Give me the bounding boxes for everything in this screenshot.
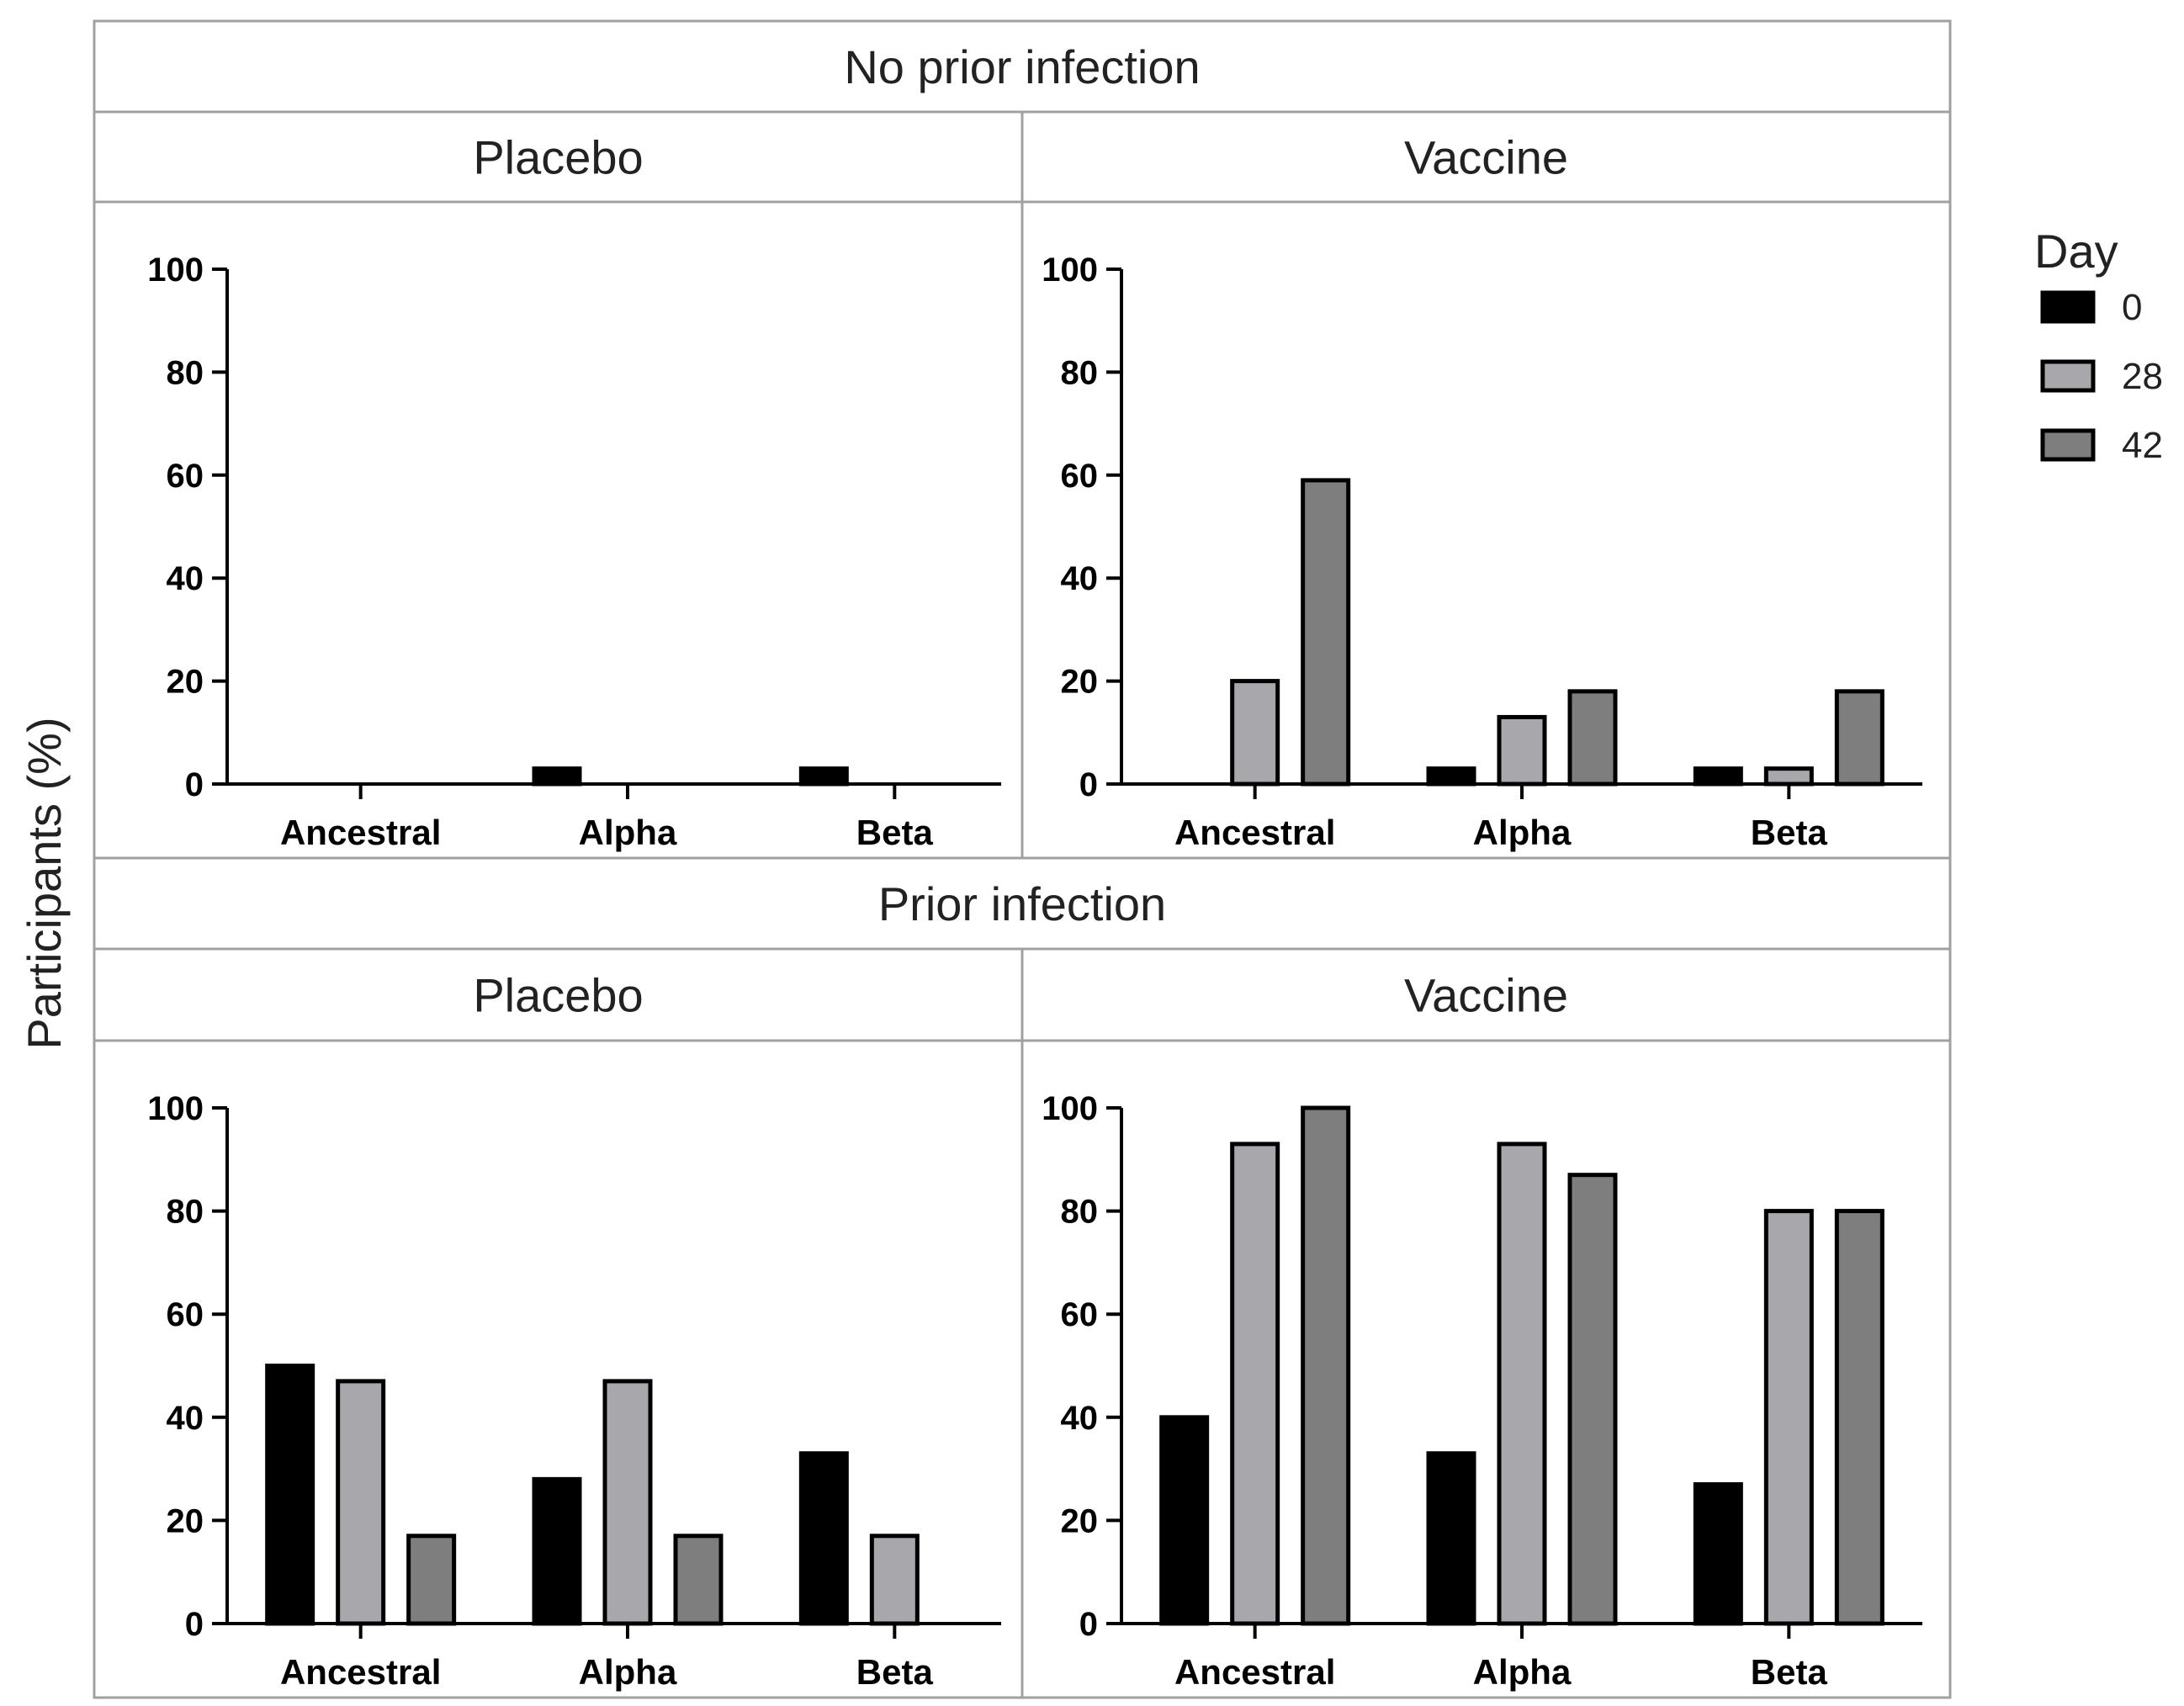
- x-tick-label-alpha: Alpha: [1473, 1652, 1572, 1692]
- x-tick-label-ancestral: Ancestral: [280, 1652, 441, 1692]
- y-tick-label: 0: [1079, 766, 1098, 803]
- bar-alpha-day-42: [1567, 1173, 1618, 1626]
- y-tick-label: 20: [1061, 1502, 1099, 1539]
- legend-label-day-42: 42: [2122, 425, 2163, 466]
- row-strip: [93, 856, 1952, 951]
- legend-title: Day: [2034, 225, 2118, 278]
- bar-alpha-day-42: [1567, 689, 1618, 787]
- bar-beta-day-42: [1834, 1209, 1884, 1626]
- bar-beta-day-28: [869, 1534, 920, 1626]
- bar-alpha-day-0: [532, 1476, 582, 1626]
- panel-strip: [1020, 110, 1952, 204]
- y-tick-label: 100: [1042, 252, 1098, 289]
- x-tick-label-beta: Beta: [1751, 1652, 1828, 1692]
- plot-frame: [1020, 200, 1952, 860]
- y-tick-label: 60: [1061, 1296, 1099, 1333]
- panel-prior-infection-placebo: Placebo 0 20 40 60 80 100 Ancestral Alpha Beta: [93, 947, 1024, 1699]
- bar-beta-day-28: [1763, 766, 1814, 787]
- bar-alpha-day-0: [1426, 766, 1476, 787]
- panel-no-prior-infection-placebo: Placebo 0 20 40 60 80 100 Ancestral Alpha Beta: [93, 110, 1024, 860]
- bar-beta-day-28: [1763, 1209, 1814, 1626]
- y-tick-label: 60: [1061, 458, 1099, 495]
- panel-strip-label: Vaccine: [1404, 969, 1568, 1022]
- bar-alpha-day-28: [1497, 1142, 1547, 1626]
- panel-strip-label: Placebo: [473, 969, 643, 1022]
- y-tick-label: 0: [185, 1606, 204, 1643]
- legend-swatch-day-42: [2040, 428, 2096, 462]
- x-tick-label-ancestral: Ancestral: [1174, 1652, 1335, 1692]
- panel-strip-label: Placebo: [473, 131, 643, 184]
- x-tick-label-beta: Beta: [1751, 813, 1828, 852]
- bar-beta-day-0: [1693, 1481, 1743, 1626]
- panel-strip-label: Vaccine: [1404, 131, 1568, 184]
- bar-beta-day-0: [1693, 766, 1743, 787]
- bar-ancestral-day-0: [1159, 1415, 1210, 1626]
- y-tick-label: 40: [1061, 1400, 1099, 1437]
- facet-row-prior-infection: Prior infection Placebo 0 20 40 60 80 100 Ancest…: [93, 856, 1952, 1699]
- bar-alpha-day-28: [602, 1379, 653, 1626]
- row-strip: [93, 19, 1952, 114]
- y-tick-label: 0: [1079, 1606, 1098, 1643]
- x-tick-label-alpha: Alpha: [1473, 813, 1572, 852]
- bar-alpha-day-0: [1426, 1451, 1476, 1626]
- bar-beta-day-42: [1834, 689, 1884, 787]
- bar-beta-day-0: [798, 766, 849, 787]
- bar-ancestral-day-42: [1301, 478, 1351, 787]
- bar-ancestral-day-0: [265, 1364, 315, 1626]
- y-tick-label: 100: [1042, 1090, 1098, 1127]
- y-axis-label: Participants (%): [18, 717, 71, 1049]
- x-tick-label-beta: Beta: [856, 813, 934, 852]
- panel-strip: [93, 110, 1024, 204]
- y-tick-label: 60: [167, 1296, 204, 1333]
- bar-alpha-day-28: [1497, 714, 1547, 787]
- x-tick-label-alpha: Alpha: [579, 813, 677, 852]
- bar-alpha-day-0: [532, 766, 582, 787]
- bar-alpha-day-42: [673, 1534, 724, 1626]
- x-tick-label-ancestral: Ancestral: [1174, 813, 1335, 852]
- bar-ancestral-day-28: [1230, 679, 1280, 787]
- y-tick-label: 100: [147, 252, 204, 289]
- y-tick-label: 80: [167, 354, 204, 391]
- y-tick-label: 40: [167, 560, 204, 597]
- y-tick-label: 100: [147, 1090, 204, 1127]
- plot-frame: [93, 200, 1024, 860]
- legend-label-day-28: 28: [2122, 356, 2163, 397]
- panel-prior-infection-vaccine: Vaccine 0 20 40 60 80 100 Ancestral Alpha Beta: [1020, 947, 1952, 1699]
- bar-beta-day-0: [798, 1451, 849, 1626]
- facet-grid: No prior infection Placebo 0 20 40 60 80 100 Anc…: [93, 19, 1952, 1699]
- panel-strip: [1020, 947, 1952, 1042]
- panel-strip: [93, 947, 1024, 1042]
- y-tick-label: 20: [167, 1502, 204, 1539]
- panel-no-prior-infection-vaccine: Vaccine 0 20 40 60 80 100 Ancestral Alpha Beta: [1020, 110, 1952, 860]
- legend-swatch-day-0: [2040, 290, 2096, 324]
- y-tick-label: 40: [167, 1400, 204, 1437]
- y-tick-label: 20: [167, 664, 204, 701]
- bar-ancestral-day-28: [1230, 1142, 1280, 1626]
- y-tick-label: 40: [1061, 560, 1099, 597]
- y-tick-label: 20: [1061, 664, 1099, 701]
- y-tick-label: 60: [167, 458, 204, 495]
- x-tick-label-beta: Beta: [856, 1652, 934, 1692]
- x-tick-label-ancestral: Ancestral: [280, 813, 441, 852]
- facet-row-no-prior-infection: No prior infection Placebo 0 20 40 60 80 100 Anc…: [93, 19, 1952, 860]
- x-tick-label-alpha: Alpha: [579, 1652, 677, 1692]
- bar-ancestral-day-42: [406, 1534, 457, 1626]
- bar-ancestral-day-42: [1301, 1105, 1351, 1626]
- legend-swatch-day-28: [2040, 359, 2096, 393]
- y-tick-label: 80: [1061, 354, 1099, 391]
- row-strip-label: Prior infection: [878, 877, 1166, 930]
- bar-ancestral-day-28: [336, 1379, 386, 1626]
- y-tick-label: 80: [1061, 1194, 1099, 1231]
- y-tick-label: 0: [185, 766, 204, 803]
- legend-label-day-0: 0: [2122, 287, 2142, 328]
- row-strip-label: No prior infection: [844, 40, 1200, 93]
- y-tick-label: 80: [167, 1194, 204, 1231]
